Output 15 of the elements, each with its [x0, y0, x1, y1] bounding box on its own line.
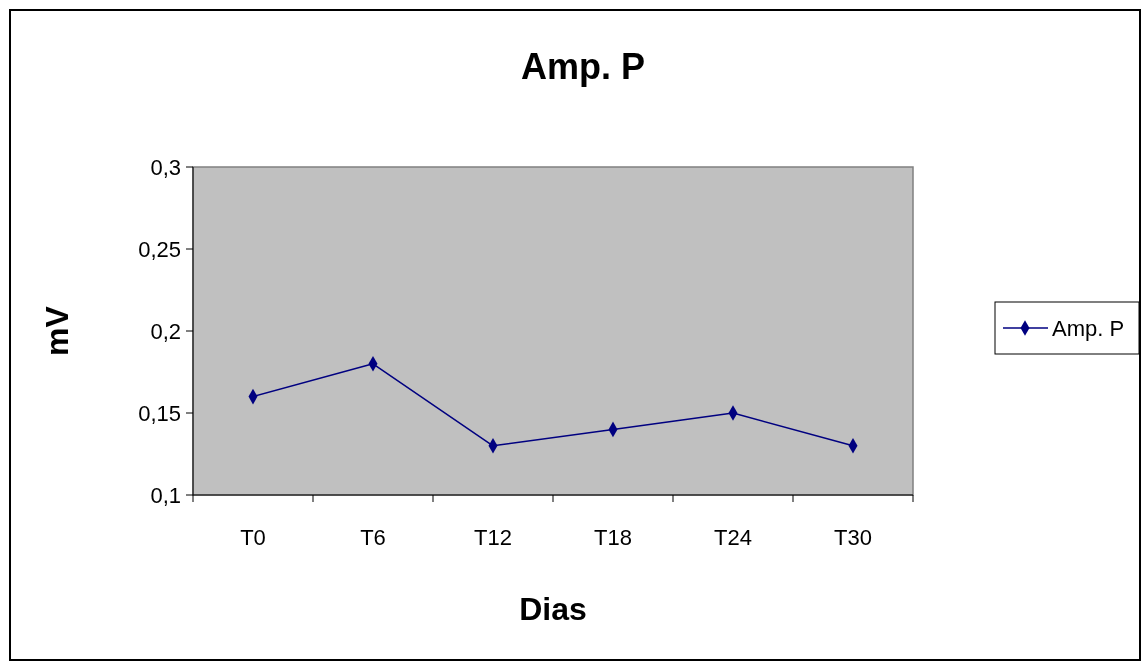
x-tick-label: T18 [594, 525, 632, 550]
y-tick-label: 0,3 [150, 154, 181, 180]
y-tick-label: 0,25 [138, 236, 181, 262]
y-tick-label: 0,1 [150, 482, 181, 508]
y-tick-label: 0,2 [150, 318, 181, 344]
chart-title: Amp. P [520, 46, 646, 87]
x-tick-label: T12 [474, 525, 512, 550]
legend-label: Amp. P [1052, 315, 1125, 341]
x-tick-label: T30 [834, 525, 872, 550]
y-axis-title: mV [39, 305, 75, 356]
x-axis-title: Dias [519, 591, 587, 627]
x-tick-label: T6 [360, 525, 386, 550]
x-tick-label: T24 [714, 525, 752, 550]
y-tick-label: 0,15 [138, 400, 181, 426]
x-tick-label: T0 [240, 525, 266, 550]
